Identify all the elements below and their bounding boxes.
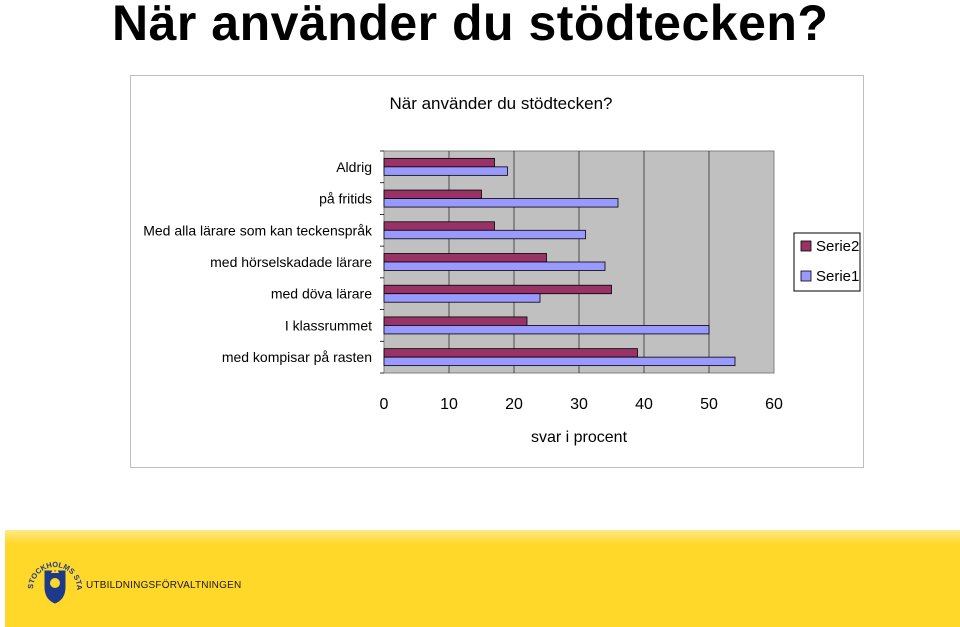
bar-serie1-1: [383, 198, 619, 208]
legend-swatch-serie1: [800, 270, 812, 282]
legend: Serie2 Serie1: [793, 232, 861, 292]
bar-marks: [380, 150, 736, 374]
x-tick-labels: 0 10 20 30 40 50 60: [380, 396, 783, 413]
bar-serie2-3: [383, 253, 547, 263]
footer-highlight-stripe: [5, 530, 960, 544]
bar-serie2-2: [383, 221, 495, 231]
x-tick-label-10: 10: [440, 396, 458, 413]
x-tick-label-40: 40: [635, 396, 653, 413]
x-tick-label-50: 50: [700, 396, 718, 413]
bar-serie1-4: [383, 293, 541, 303]
bar-serie1-6: [383, 356, 736, 367]
category-label-6: med kompisar på rasten: [222, 349, 372, 365]
bar-serie2-0: [383, 157, 495, 168]
x-tick-label-20: 20: [505, 396, 523, 413]
chart-frame: När använder du stödtecken? Aldrig på fri…: [130, 75, 864, 468]
category-label-5: I klassrummet: [285, 317, 372, 333]
x-tick-label-60: 60: [765, 396, 783, 413]
bar-serie2-5: [383, 316, 528, 326]
chart-title: När använder du stödtecken?: [389, 94, 612, 113]
bar-serie2-1: [383, 189, 482, 199]
bar-serie1-2: [383, 229, 586, 240]
bar-serie2-4: [383, 284, 612, 295]
legend-label-serie2: Serie2: [816, 238, 859, 255]
bar-chart: När använder du stödtecken? Aldrig på fri…: [143, 94, 861, 446]
legend-label-serie1: Serie1: [816, 268, 859, 285]
x-axis-label: svar i procent: [531, 429, 628, 446]
bar-serie1-0: [383, 166, 508, 176]
category-labels: Aldrig på fritids Med alla lärare som kan …: [143, 159, 373, 365]
bar-serie1-3: [383, 261, 606, 271]
org-name: UTBILDNINGSFÖRVALTNINGEN: [86, 580, 242, 591]
bar-serie1-5: [383, 325, 710, 335]
category-label-3: med hörselskadade lärare: [210, 254, 372, 270]
category-label-2: Med alla lärare som kan teckenspråk: [143, 222, 373, 238]
slide-title: När använder du stödtecken?: [112, 0, 829, 51]
stockholm-emblem-icon: STOCKHOLMS STAD: [27, 555, 83, 604]
bar-serie2-6: [383, 348, 638, 358]
category-label-4: med döva lärare: [271, 286, 372, 302]
legend-swatch-serie2: [800, 240, 812, 252]
footer-band: [5, 530, 960, 627]
x-tick-label-0: 0: [380, 396, 389, 413]
category-label-1: på fritids: [319, 191, 372, 207]
x-tick-label-30: 30: [570, 396, 588, 413]
category-label-0: Aldrig: [336, 159, 372, 175]
